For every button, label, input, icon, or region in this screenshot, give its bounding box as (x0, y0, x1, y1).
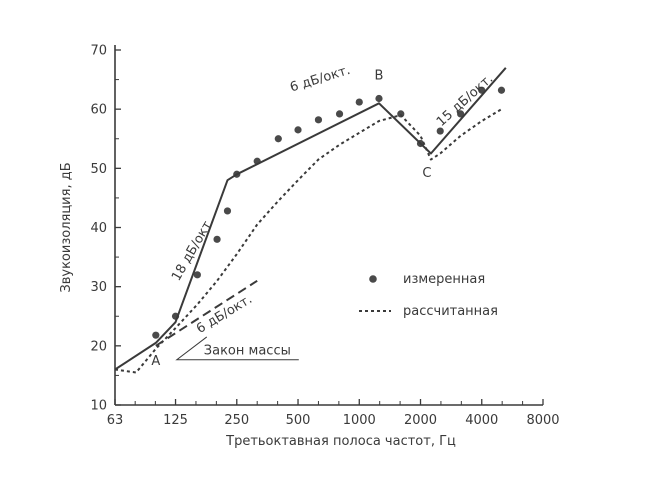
legend-label: рассчитанная (403, 304, 498, 319)
x-tick-label: 125 (163, 413, 188, 428)
x-tick-label: 2000 (404, 413, 437, 428)
legend: измеренная рассчитанная (359, 272, 498, 319)
theoretical-line (114, 67, 507, 371)
point-label: B (375, 69, 384, 84)
measured-point (457, 110, 465, 118)
legend-label: измеренная (403, 272, 485, 287)
measured-point (223, 207, 232, 215)
y-tick-label: 30 (90, 280, 107, 295)
x-axis-title: Третьоктавная полоса частот, Гц (225, 434, 456, 449)
y-tick-label: 60 (90, 103, 107, 118)
measured-point (294, 126, 302, 134)
x-tick-label: 250 (224, 413, 249, 428)
slope-label: 15 дБ/окт. (434, 71, 496, 129)
measured-point (375, 94, 383, 103)
measured-point (193, 271, 201, 279)
calculated-line (114, 108, 503, 374)
measured-point (355, 98, 363, 106)
measured-point (314, 116, 323, 124)
point-label: A (151, 354, 160, 369)
y-tick-label: 50 (90, 162, 107, 177)
mass-law-leader (175, 336, 299, 361)
x-tick-label: 63 (107, 413, 124, 428)
y-tick-label: 70 (90, 44, 107, 59)
measured-point (436, 127, 444, 135)
legend-marker-dot (369, 275, 377, 283)
point-label: C (422, 166, 431, 181)
y-tick-label: 20 (90, 339, 107, 354)
series-layer (114, 67, 507, 374)
x-tick-label: 500 (286, 413, 311, 428)
measured-point (213, 235, 221, 243)
mass-law-line (155, 279, 258, 347)
y-axis-title: Звукоизоляция, дБ (59, 162, 74, 292)
x-tick-label: 4000 (465, 413, 498, 428)
measured-point (274, 135, 282, 143)
axes: 10 20 30 40 50 60 70 63 125 250 500 1000 2000 4000 800… (59, 44, 560, 450)
x-tick-label: 8000 (526, 413, 559, 428)
slope-label: 6 дБ/окт. (288, 63, 352, 96)
measured-point (152, 331, 160, 339)
measured-point (497, 86, 506, 94)
x-tick-label: 1000 (343, 413, 376, 428)
mass-law-label: Закон массы (204, 344, 291, 359)
y-tick-label: 40 (90, 221, 107, 236)
measured-point (335, 110, 344, 118)
y-tick-label: 10 (90, 399, 107, 414)
